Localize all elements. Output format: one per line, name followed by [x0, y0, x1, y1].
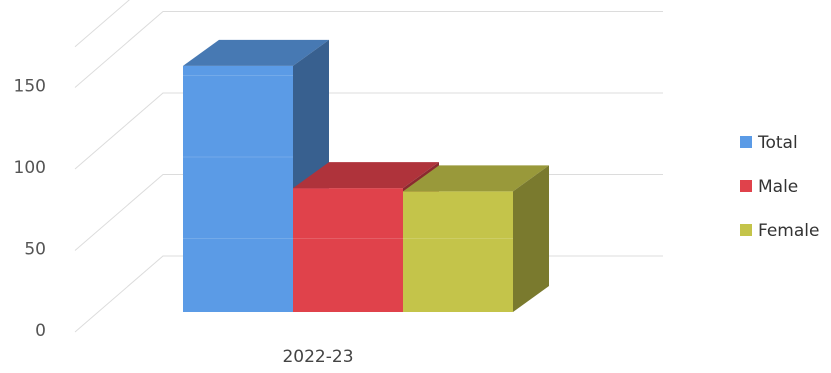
legend-swatch-female	[740, 224, 752, 236]
gridline	[74, 92, 663, 170]
bar-top-male	[293, 162, 439, 189]
y-tick-label: 50	[24, 240, 46, 260]
gridline	[74, 11, 663, 88]
x-tick-label: 2022-23	[282, 347, 353, 367]
bar-top-total	[183, 39, 329, 66]
bars	[183, 39, 549, 313]
bar-side-female	[513, 165, 549, 312]
legend: Total Male Female	[740, 133, 819, 241]
legend-swatch-male	[740, 180, 752, 192]
y-tick-label: 0	[35, 321, 46, 341]
legend-label-total: Total	[757, 133, 798, 153]
y-tick-label: 150	[14, 77, 46, 97]
y-tick-label: 100	[14, 158, 46, 178]
x-axis: 2022-23	[282, 347, 353, 367]
bar-front-total	[183, 65, 293, 313]
bar-front-female	[403, 191, 513, 312]
gridline	[74, 0, 130, 48]
bar-front-male	[293, 188, 403, 312]
legend-label-male: Male	[758, 177, 798, 197]
legend-label-female: Female	[758, 221, 819, 241]
legend-swatch-total	[740, 136, 752, 148]
bar-top-female	[403, 165, 549, 192]
y-axis: 0 50 100 150	[14, 77, 46, 342]
